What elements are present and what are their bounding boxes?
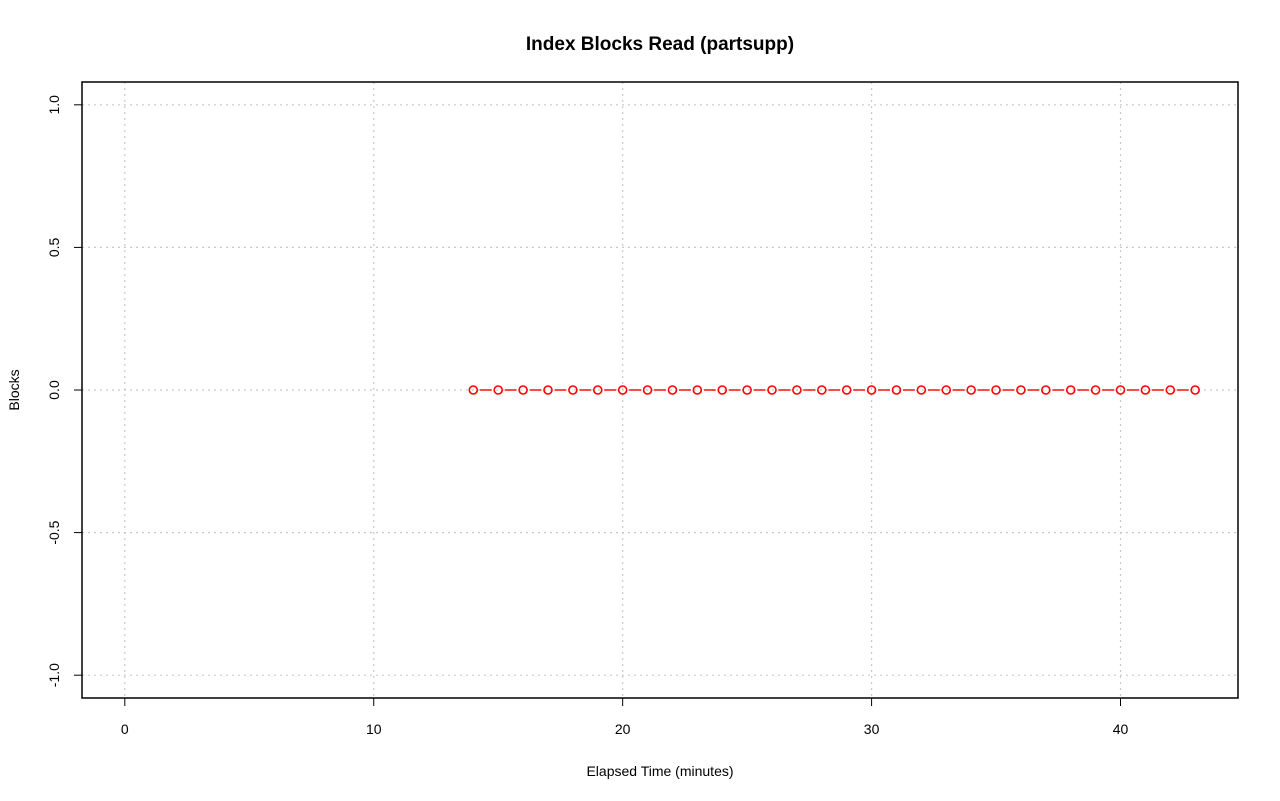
y-tick-label: -0.5 — [46, 520, 62, 544]
data-point — [592, 385, 603, 395]
data-point — [792, 385, 802, 395]
data-point — [1190, 385, 1200, 395]
data-point — [1165, 385, 1176, 395]
x-tick-label: 30 — [864, 721, 880, 737]
y-tick-label: 0.0 — [46, 380, 62, 400]
data-point — [692, 385, 703, 395]
data-point — [891, 385, 902, 395]
data-point — [1140, 385, 1151, 395]
data-point — [468, 385, 479, 395]
data-point — [916, 385, 927, 395]
x-tick-label: 40 — [1113, 721, 1129, 737]
y-axis-label: Blocks — [6, 369, 22, 410]
y-tick-label: 0.5 — [46, 237, 62, 257]
data-point — [1090, 385, 1101, 395]
data-point — [1016, 385, 1026, 395]
y-tick-label: 1.0 — [46, 95, 62, 115]
data-point — [642, 385, 653, 395]
data-point — [817, 385, 827, 395]
x-axis: 0 10 20 30 40 — [121, 698, 1129, 737]
data-point — [617, 385, 628, 395]
data-point — [767, 385, 777, 395]
data-point — [991, 385, 1001, 395]
data-point — [841, 385, 852, 395]
data-point — [543, 385, 553, 395]
chart-title: Index Blocks Read (partsupp) — [526, 34, 794, 55]
data-point — [518, 385, 528, 395]
y-axis: -1.0 -0.5 0.0 0.5 1.0 — [46, 95, 82, 687]
data-point — [1065, 385, 1076, 395]
series-layer — [468, 385, 1200, 395]
data-point — [1041, 385, 1051, 395]
x-tick-label: 10 — [366, 721, 382, 737]
data-point — [568, 385, 578, 395]
data-point — [667, 385, 678, 395]
data-point — [866, 385, 877, 395]
data-point — [717, 385, 728, 395]
x-tick-label: 20 — [615, 721, 631, 737]
data-point — [493, 385, 503, 395]
x-axis-label: Elapsed Time (minutes) — [586, 763, 733, 779]
data-point — [941, 385, 952, 395]
data-point — [1115, 385, 1126, 395]
data-point — [742, 385, 752, 395]
y-tick-label: -1.0 — [46, 663, 62, 687]
x-tick-label: 0 — [121, 721, 129, 737]
data-point — [966, 385, 976, 395]
